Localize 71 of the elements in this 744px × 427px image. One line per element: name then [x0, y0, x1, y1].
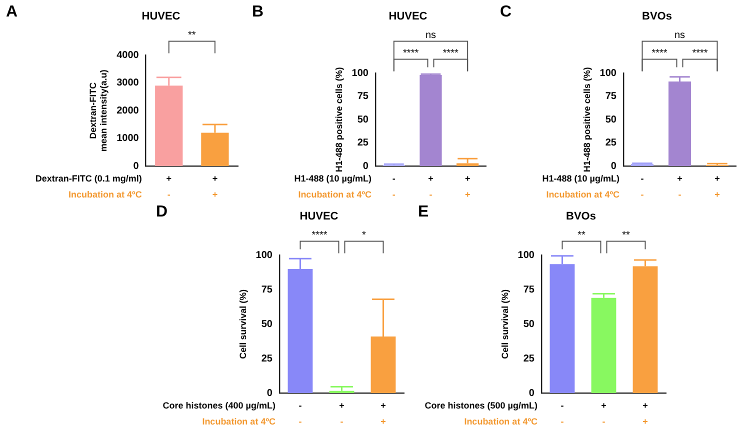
y-tick-label: 50	[261, 318, 273, 330]
text: H1-488 (10 µg/mL) Incubation at 4ºC	[542, 173, 620, 200]
y-tick-label: 2000	[116, 105, 140, 116]
text: **	[188, 30, 196, 41]
y-tick-label: 100	[600, 68, 617, 79]
y-tick-label: 75	[261, 284, 273, 296]
text: H1-488 (10 µg/mL) Incubation at 4ºC	[294, 173, 372, 200]
chart-title: HUVEC	[388, 10, 428, 23]
y-axis-title: Cell survival (%)	[238, 289, 248, 359]
y-tick-label: 75	[357, 91, 369, 102]
text: **	[578, 230, 586, 241]
y-tick-label: 100	[256, 250, 273, 261]
text: Core histones (400 µg/mL) Incubation at 4ºC	[162, 400, 276, 426]
category-label: + +	[380, 400, 386, 426]
category-label: - -	[560, 400, 564, 426]
y-tick-label: 25	[261, 353, 273, 364]
text: ****	[442, 48, 459, 59]
chart-title: BVOs	[566, 210, 596, 223]
y-axis-title: Dextran-FITC mean intensity(a.u)	[88, 70, 109, 152]
y-axis-title: Cell survival (%)	[500, 289, 510, 359]
y-tick-label: 0	[362, 160, 369, 172]
y-tick-label: 75	[605, 91, 617, 102]
category-label: + -	[166, 173, 172, 200]
y-tick-label: 25	[605, 138, 617, 149]
category-label: - -	[640, 173, 644, 200]
category-label: + -	[339, 400, 344, 426]
text: A	[6, 3, 18, 20]
y-tick-label: 0	[133, 160, 140, 172]
y-tick-label: 0	[610, 160, 617, 172]
y-tick-label: 50	[605, 114, 617, 126]
category-label: - -	[298, 400, 302, 426]
y-tick-label: 75	[523, 284, 535, 296]
text: ****	[692, 48, 708, 59]
y-axis-title: H1-488 positive cells (%)	[334, 67, 344, 172]
bar	[420, 75, 442, 166]
text: ns	[674, 30, 686, 41]
y-axis-title: H1-488 positive cells (%)	[582, 67, 592, 172]
text: Core histones (500 µg/mL) Incubation at 4ºC	[424, 400, 538, 426]
text: B	[252, 3, 264, 20]
y-tick-label: 50	[523, 318, 535, 330]
text: Dextran-FITC (0.1 mg/ml) Incubation at 4ºC	[35, 173, 142, 200]
category-label: + +	[464, 173, 470, 200]
text: ns	[425, 30, 436, 41]
text: *	[362, 230, 366, 241]
chart-title: BVOs	[642, 10, 672, 23]
category-label: + +	[212, 173, 218, 200]
text: ****	[652, 48, 668, 59]
text: ****	[312, 230, 328, 241]
y-tick-label: 100	[518, 250, 535, 261]
category-label: + -	[601, 400, 606, 426]
y-tick-label: 25	[357, 138, 369, 149]
y-tick-label: 0	[528, 388, 535, 399]
y-tick-label: 3000	[116, 78, 140, 89]
y-tick-label: 50	[357, 114, 369, 126]
category-label: + +	[642, 400, 648, 426]
text: E	[418, 203, 429, 220]
y-tick-label: 100	[352, 68, 369, 79]
text: D	[156, 203, 168, 220]
category-label: + -	[677, 173, 682, 200]
chart-title: HUVEC	[300, 210, 338, 223]
y-tick-label: 1000	[116, 133, 140, 144]
text: C	[500, 3, 512, 20]
text: ****	[403, 48, 419, 59]
text: **	[622, 230, 630, 241]
y-tick-label: 25	[523, 353, 535, 364]
category-label: + -	[428, 173, 434, 200]
category-label: + +	[714, 173, 720, 200]
y-tick-label: 0	[266, 388, 273, 399]
chart-title: HUVEC	[142, 10, 180, 23]
category-label: - -	[392, 173, 396, 200]
y-tick-label: 4000	[116, 50, 140, 61]
